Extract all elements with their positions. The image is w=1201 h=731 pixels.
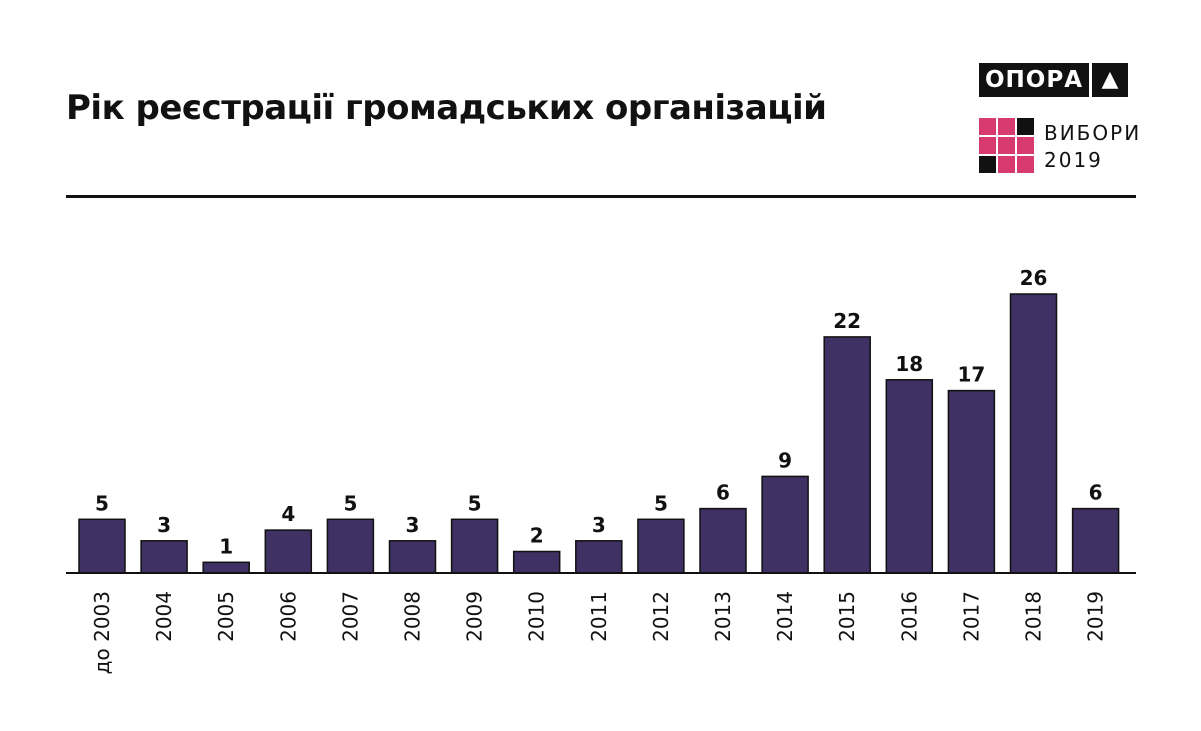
bar-2017	[947, 389, 996, 574]
x-tick-label: 2009	[463, 591, 487, 642]
bar-2014	[761, 475, 809, 574]
x-tick-label: 2016	[897, 591, 921, 642]
data-label: 3	[157, 513, 171, 537]
opora-logo: ОПОРА ▲	[979, 63, 1129, 97]
bar-2013	[699, 507, 747, 574]
brand-name: ОПОРА	[979, 63, 1090, 97]
data-label: 3	[592, 513, 606, 537]
x-tick-label: 2005	[214, 591, 238, 642]
data-label: 1	[219, 534, 233, 558]
data-label: 9	[778, 448, 792, 472]
elections-label: ВИБОРИ 2019	[1044, 120, 1141, 174]
x-tick-label: 2008	[401, 591, 425, 642]
data-label: 4	[281, 502, 295, 526]
bar-2004	[140, 540, 188, 574]
data-label: 3	[406, 513, 420, 537]
bar-2008	[388, 540, 437, 574]
x-tick-label: 2014	[773, 591, 797, 642]
triangle-icon: ▲	[1092, 63, 1129, 97]
bar-2006	[264, 529, 313, 574]
x-tick-label: 2012	[649, 591, 673, 642]
chart-title: Рік реєстрації громадських організацій	[66, 88, 827, 128]
bar-2016	[885, 379, 934, 574]
x-tick-label: 2006	[276, 591, 300, 642]
data-label: 17	[957, 363, 985, 387]
bar-до 2003	[78, 518, 126, 574]
data-label: 2	[530, 524, 544, 548]
bar-2005	[202, 561, 250, 574]
x-tick-label: до 2003	[90, 591, 114, 674]
data-label: 6	[716, 481, 730, 505]
x-tick-label: 2019	[1084, 591, 1108, 642]
data-label: 22	[833, 309, 861, 333]
data-label: 5	[343, 491, 357, 515]
bar-2018	[1009, 293, 1058, 574]
x-tick-label: 2018	[1022, 591, 1046, 642]
bar-2007	[326, 518, 375, 574]
elections-label-word: ВИБОРИ	[1044, 121, 1142, 145]
grid-square	[998, 118, 1015, 135]
elections-label-year: 2019	[1044, 148, 1103, 172]
data-label: 18	[895, 352, 923, 376]
data-label: 5	[468, 491, 482, 515]
grid-square	[998, 137, 1015, 154]
x-tick-label: 2010	[525, 591, 549, 642]
grid-square	[998, 156, 1015, 173]
x-tick-label: 2013	[711, 591, 735, 642]
header-divider	[66, 195, 1136, 198]
bar-2009	[450, 518, 499, 574]
grid-square	[1017, 156, 1034, 173]
bar-2012	[637, 518, 685, 574]
grid-square	[979, 137, 996, 154]
data-label: 6	[1089, 481, 1103, 505]
bar-2011	[575, 540, 623, 574]
x-tick-label: 2007	[338, 591, 362, 642]
x-tick-label: 2004	[152, 591, 176, 642]
x-tick-label: 2017	[959, 591, 983, 642]
bar-2015	[823, 336, 871, 574]
bar-2010	[512, 550, 561, 574]
grid-square	[1017, 118, 1034, 135]
elections-grid-logo	[979, 118, 1034, 175]
grid-square	[1017, 137, 1034, 154]
x-tick-label: 2015	[835, 591, 859, 642]
grid-square	[979, 156, 996, 173]
x-tick-label: 2011	[587, 591, 611, 642]
data-label: 5	[95, 491, 109, 515]
bar-2019	[1071, 507, 1120, 574]
data-label: 5	[654, 491, 668, 515]
data-label: 26	[1020, 266, 1048, 290]
grid-square	[979, 118, 996, 135]
